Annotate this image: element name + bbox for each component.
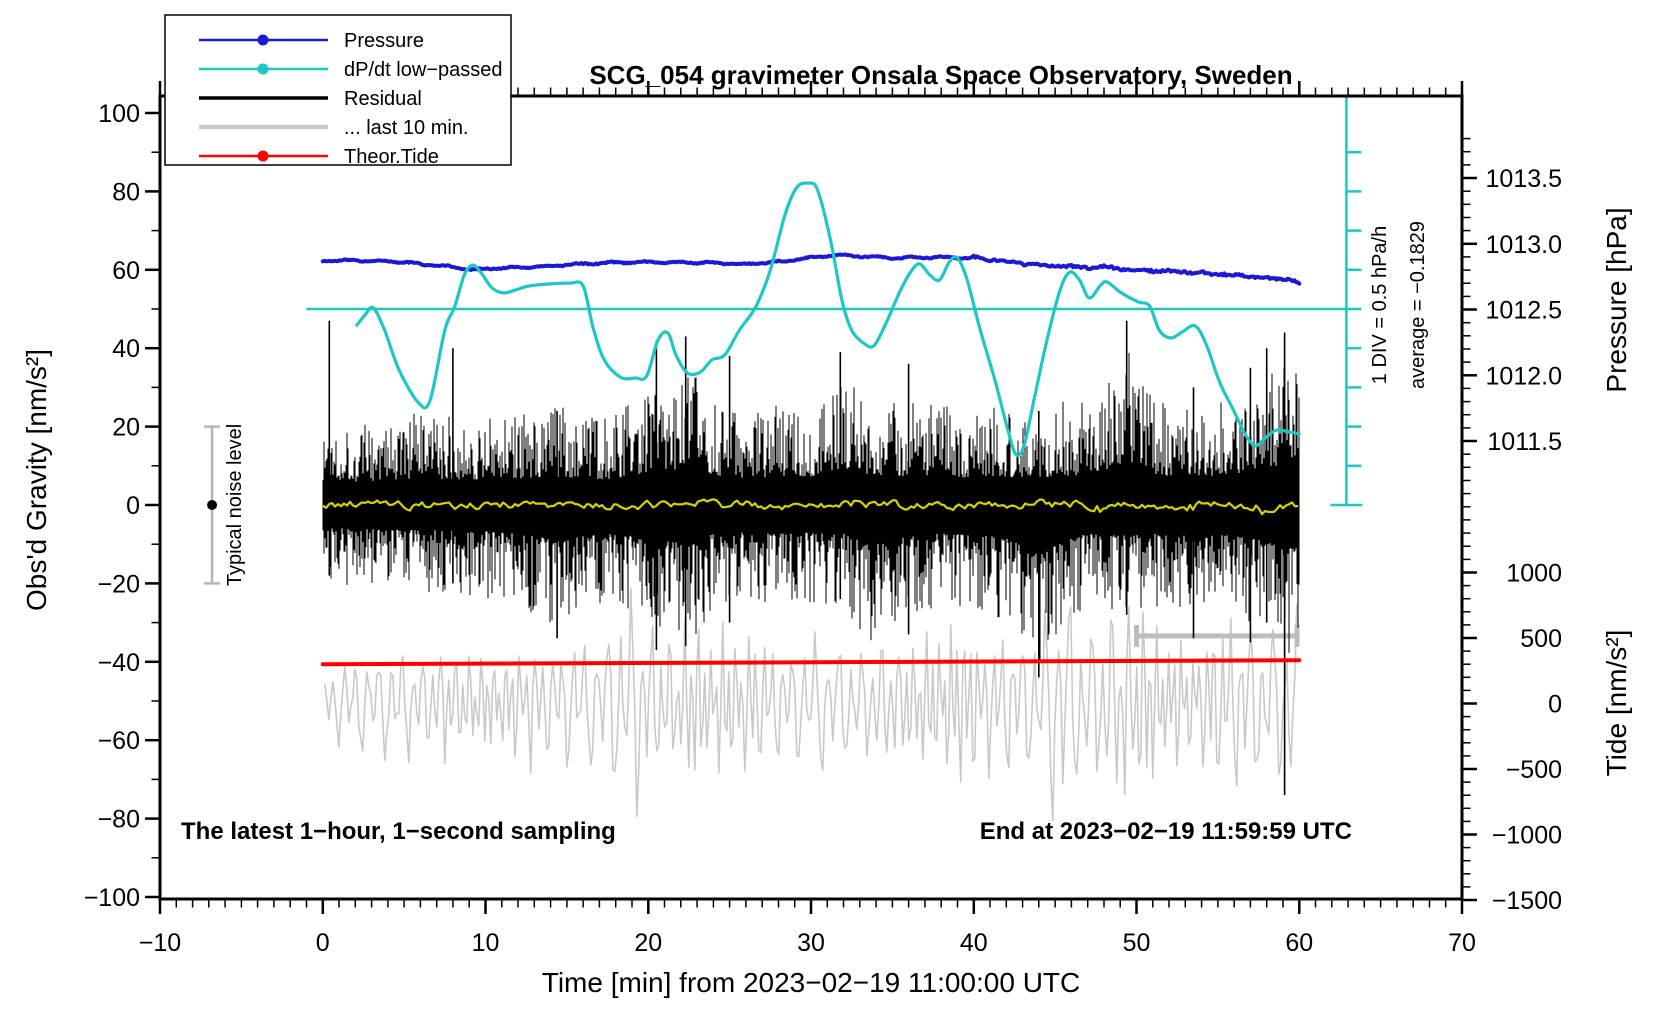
pressure-tick-label: 1013.5 bbox=[1486, 165, 1562, 193]
sampling-note: The latest 1−hour, 1−second sampling bbox=[181, 818, 616, 845]
dpdt-group bbox=[306, 97, 1363, 507]
pressure-axis-title: Pressure [hPa] bbox=[1601, 207, 1632, 392]
gravity-axis-title: Obs'd Gravity [nm/s²] bbox=[21, 349, 52, 611]
x-tick-label: 40 bbox=[960, 929, 988, 957]
gravity-tick-label: 0 bbox=[126, 492, 140, 520]
x-tick-label: 70 bbox=[1448, 929, 1476, 957]
residual-lowpass-trace bbox=[322, 498, 1299, 516]
tide-axis-title: Tide [nm/s²] bbox=[1601, 630, 1632, 777]
residual-outlier-spikes bbox=[328, 320, 1286, 796]
div-note: 1 DIV = 0.5 hPa/h bbox=[1369, 226, 1391, 384]
x-tick-label: 20 bbox=[634, 929, 662, 957]
end-note: End at 2023−02−19 11:59:59 UTC bbox=[980, 818, 1352, 845]
x-tick-label: 50 bbox=[1123, 929, 1151, 957]
axes-layer: −10 0 10 20 30 40 50 60 70100806040200−20−40−60−… bbox=[84, 81, 1562, 957]
gravity-tick-label: 20 bbox=[112, 414, 140, 442]
series-layer bbox=[204, 97, 1363, 822]
gravity-tick-label: 80 bbox=[112, 178, 140, 206]
x-tick-label: 10 bbox=[472, 929, 500, 957]
x-axis-title: Time [min] from 2023−02−19 11:00:00 UTC bbox=[542, 967, 1081, 998]
chart-title: SCG_054 gravimeter Onsala Space Observat… bbox=[589, 60, 1292, 90]
noise-level-marker bbox=[204, 425, 221, 585]
noise-dot bbox=[207, 500, 218, 510]
dpdt-trace bbox=[355, 181, 1301, 458]
x-tick-label: 0 bbox=[316, 929, 330, 957]
pressure-tick-label: 1012.5 bbox=[1486, 297, 1562, 325]
gravity-tick-label: −40 bbox=[98, 649, 140, 677]
last10-trace bbox=[324, 587, 1300, 822]
legend-sample-dot bbox=[257, 150, 269, 162]
residual-band bbox=[322, 352, 1300, 661]
plot-frame bbox=[158, 94, 1464, 901]
pressure-tick-label: 1012.0 bbox=[1486, 362, 1562, 390]
pressure-trace bbox=[320, 252, 1302, 286]
gravity-tick-label: −20 bbox=[98, 570, 140, 598]
gravity-tick-label: 100 bbox=[98, 100, 140, 128]
gravity-tick-label: 60 bbox=[112, 257, 140, 285]
legend-item: Pressure bbox=[199, 30, 424, 52]
tide-tick-label: −1000 bbox=[1492, 822, 1562, 850]
legend-item: ... last 10 min. bbox=[199, 117, 469, 139]
legend: Pressure dP/dt low−passed Residual ... last… bbox=[164, 14, 512, 168]
legend-item-label: Theor.Tide bbox=[344, 146, 439, 168]
tide-tick-label: 500 bbox=[1520, 625, 1562, 653]
noise-level-label: Typical noise level bbox=[224, 424, 246, 586]
legend-item: Theor.Tide bbox=[199, 146, 439, 168]
gravity-tick-label: −80 bbox=[98, 806, 140, 834]
x-tick-label: 30 bbox=[797, 929, 825, 957]
theor-tide-line bbox=[320, 658, 1302, 667]
legend-sample-dot bbox=[257, 63, 269, 75]
legend-item: dP/dt low−passed bbox=[199, 59, 502, 81]
legend-box bbox=[164, 14, 512, 166]
legend-item-label: dP/dt low−passed bbox=[344, 59, 502, 81]
tide-tick-label: 0 bbox=[1548, 691, 1562, 719]
tide-tick-label: −500 bbox=[1506, 756, 1562, 784]
average-note: average = −0.1829 bbox=[1407, 221, 1429, 389]
legend-item-label: Residual bbox=[344, 88, 422, 110]
gravity-tick-label: −60 bbox=[98, 727, 140, 755]
pressure-tick-label: 1013.0 bbox=[1486, 231, 1562, 259]
legend-item-label: ... last 10 min. bbox=[344, 117, 469, 139]
legend-item: Residual bbox=[199, 88, 422, 110]
legend-item-label: Pressure bbox=[344, 30, 424, 52]
x-tick-label: −10 bbox=[139, 929, 181, 957]
last10-extent-bar bbox=[1134, 624, 1300, 647]
legend-sample-dot bbox=[257, 34, 269, 46]
pressure-tick-label: 1011.5 bbox=[1487, 428, 1562, 456]
tide-tick-label: −1500 bbox=[1492, 887, 1562, 915]
gravity-tick-label: −100 bbox=[84, 884, 140, 912]
x-tick-label: 60 bbox=[1285, 929, 1313, 957]
gravity-tick-label: 40 bbox=[112, 335, 140, 363]
tide-tick-label: 1000 bbox=[1506, 560, 1562, 588]
